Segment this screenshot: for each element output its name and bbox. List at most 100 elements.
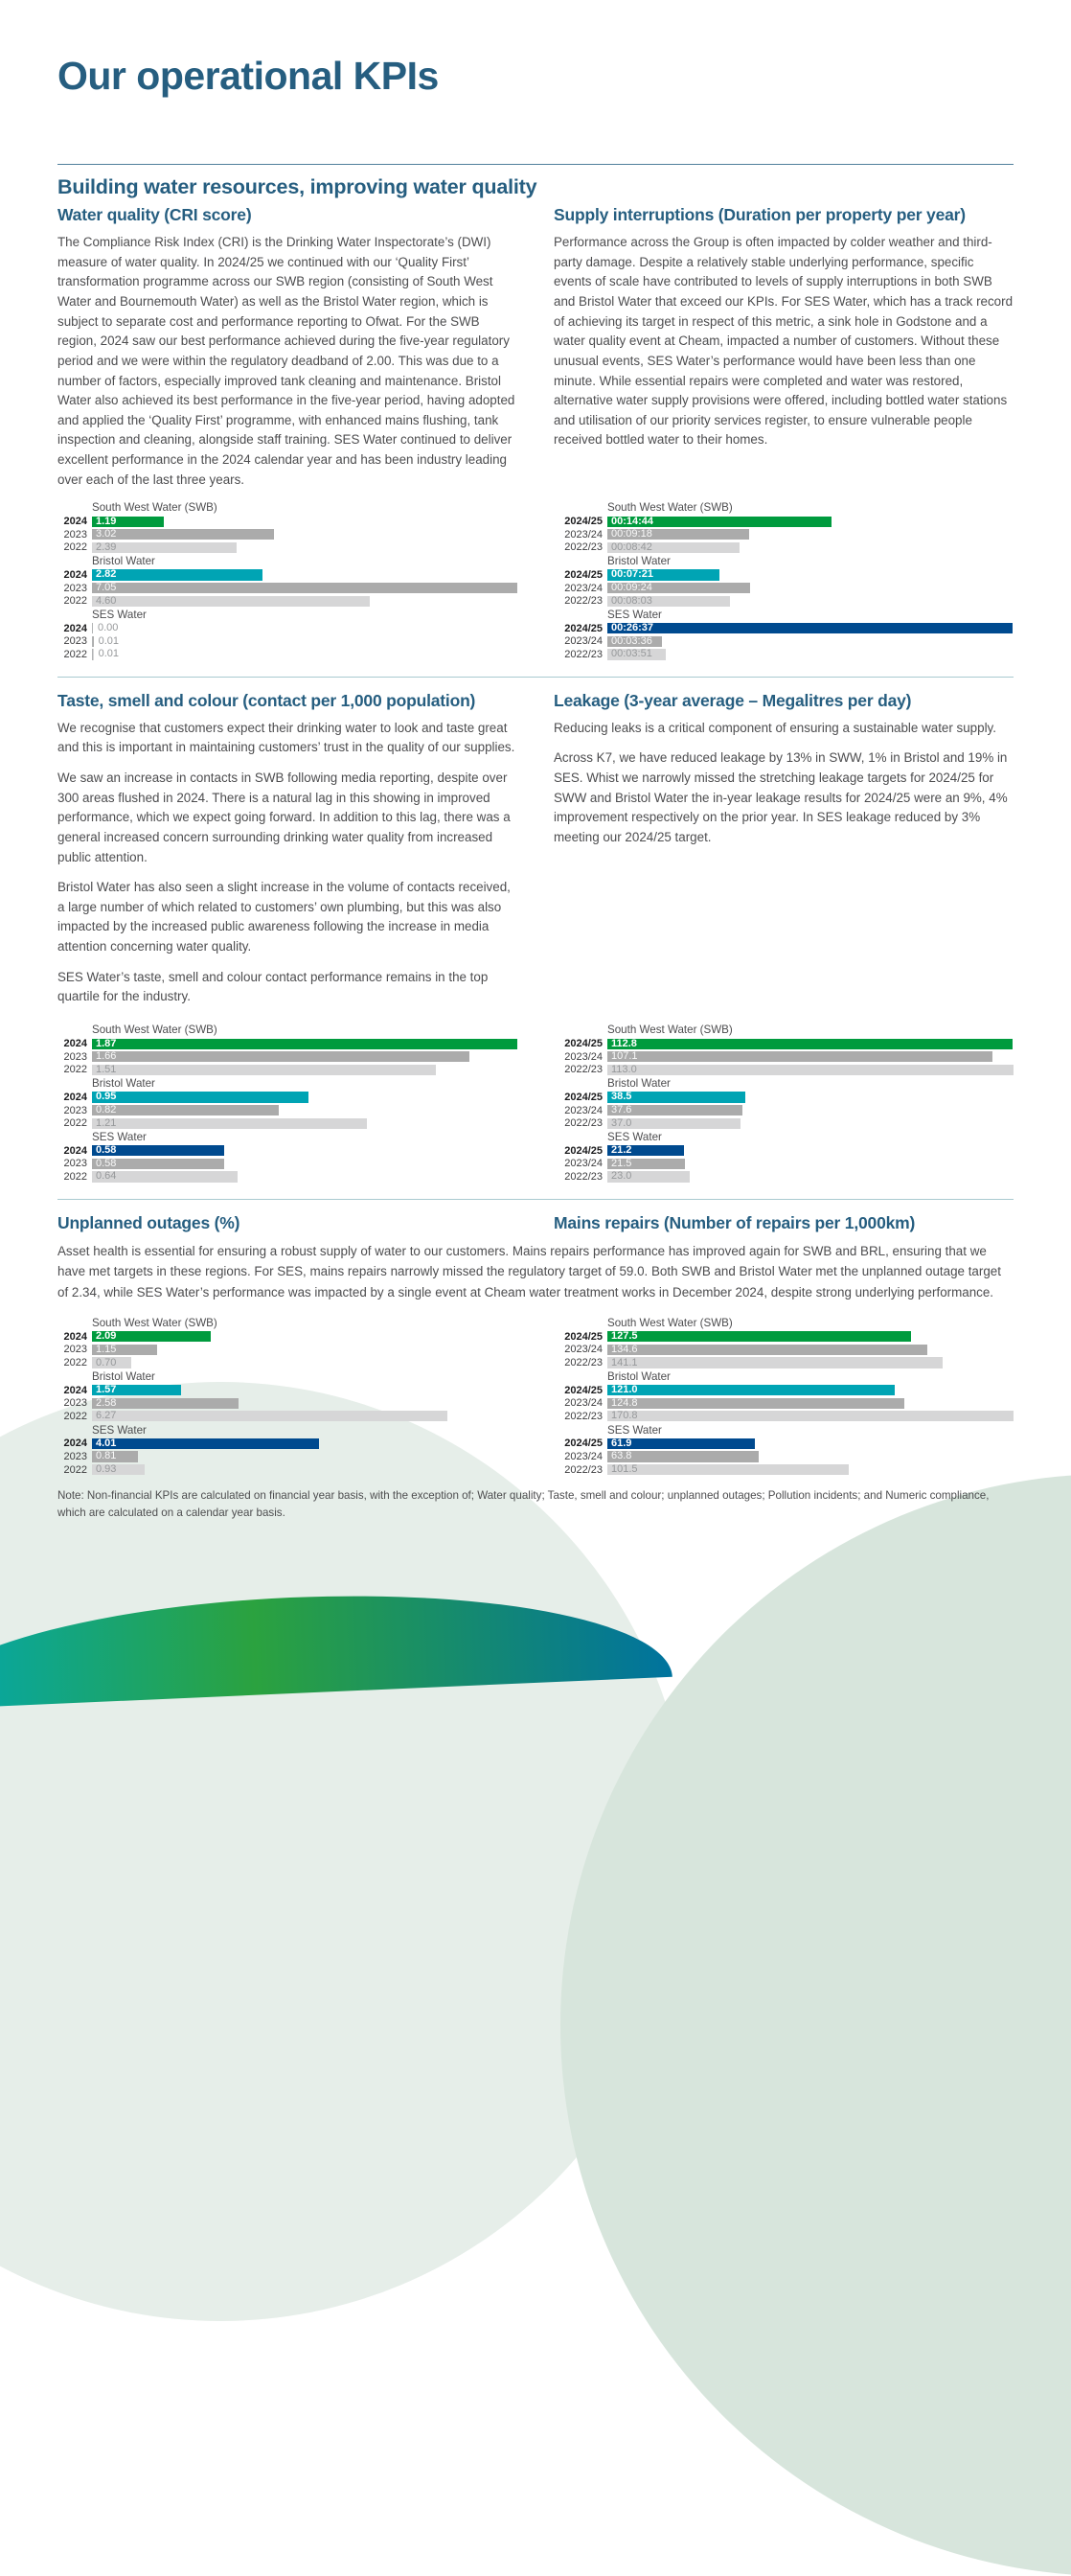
chart-group-label: SES Water — [607, 1423, 662, 1437]
chart-bar-row: 2022/23 113.0 — [554, 1064, 1014, 1077]
chart-year-label: 2023/24 — [564, 1450, 603, 1462]
body-paragraph: Performance across the Group is often im… — [554, 235, 1014, 448]
chart-bar-row: 2023/24 21.5 — [554, 1158, 1014, 1171]
chart-bar-row: 2024/25 00:26:37 — [554, 622, 1014, 635]
chart-bar: 0.95 — [92, 1092, 308, 1103]
chart-value-label: 101.5 — [611, 1463, 638, 1476]
chart-bar-row: 2023/24 00:03:36 — [554, 635, 1014, 649]
chart-bar: 2.82 — [92, 568, 262, 581]
chart-value-label: 21.2 — [611, 1144, 632, 1157]
chart-bar: 21.2 — [607, 1144, 684, 1157]
chart-value-label: 4.01 — [96, 1437, 117, 1449]
chart-value-label: 127.5 — [611, 1330, 638, 1343]
chart-group-label: Bristol Water — [607, 555, 671, 568]
body-paragraph: We recognise that customers expect their… — [57, 720, 515, 755]
chart-bar: 1.57 — [92, 1385, 181, 1396]
chart-bar: 23.0 — [607, 1170, 691, 1183]
chart-bar-row: 2022 2.39 — [57, 541, 517, 555]
chart-year-label: 2022/23 — [564, 1357, 603, 1369]
unplanned-outages-chart: South West Water (SWB) 2024 2.09 2023 1.15 20… — [57, 1316, 517, 1476]
chart-group-label: Bristol Water — [92, 1077, 155, 1091]
chart-group-label: South West Water (SWB) — [607, 501, 733, 515]
chart-year-label: 2023 — [63, 528, 87, 540]
chart-year-label: 2023 — [63, 582, 87, 594]
chart-bar-row: 2023/24 107.1 — [554, 1050, 1014, 1064]
chart-bar: 113.0 — [607, 1063, 1014, 1075]
chart-year-label: 2022/23 — [564, 1064, 603, 1076]
section-taste-smell-colour: Taste, smell and colour (contact per 1,0… — [57, 691, 517, 1184]
chart-value-label: 21.5 — [611, 1157, 632, 1169]
chart-bar-row: 2022 1.51 — [57, 1064, 517, 1077]
chart-value-label: 4.60 — [96, 594, 117, 607]
chart-value-label: 00:08:03 — [611, 594, 652, 607]
chart-bar-row: 2024 2.82 — [57, 568, 517, 582]
chart-bar-row: 2024 4.01 — [57, 1438, 517, 1451]
chart-bar: 141.1 — [607, 1357, 944, 1368]
chart-year-label: 2024 — [63, 1038, 87, 1050]
chart-year-label: 2022 — [63, 595, 87, 608]
chart-year-label: 2023 — [63, 1158, 87, 1170]
chart-year-label: 2024/25 — [564, 1144, 603, 1157]
chart-bar: 0.58 — [92, 1158, 224, 1169]
chart-value-label: 00:03:51 — [611, 648, 652, 660]
chart-year-label: 2024 — [63, 1330, 87, 1343]
leakage-chart: South West Water (SWB) 2024/25 112.8 2023/2… — [554, 1023, 1014, 1183]
chart-bar-row: 2022/23 37.0 — [554, 1116, 1014, 1130]
chart-bar: 2.58 — [92, 1397, 239, 1409]
chart-value-label: 113.0 — [611, 1063, 637, 1075]
chart-bar: 00:26:37 — [607, 623, 1014, 634]
chart-bar-row: 2022/23 101.5 — [554, 1463, 1014, 1477]
chart-year-label: 2023 — [63, 1104, 87, 1116]
chart-value-label: 1.66 — [96, 1050, 117, 1063]
chart-bar: 101.5 — [607, 1463, 849, 1476]
page-title: Our operational KPIs — [57, 54, 439, 98]
decorative-gradient-wave — [0, 1580, 672, 1711]
chart-group-label: South West Water (SWB) — [607, 1024, 733, 1037]
chart-bar: 37.0 — [607, 1116, 741, 1129]
chart-value-label: 61.9 — [611, 1437, 632, 1449]
chart-bar-row: 2023 0.01 — [57, 635, 517, 649]
chart-year-label: 2023 — [63, 1050, 87, 1063]
chart-bar: 1.19 — [92, 516, 164, 527]
chart-bar: 63.8 — [607, 1450, 760, 1462]
chart-value-label: 00:07:21 — [611, 568, 654, 581]
chart-year-label: 2024 — [63, 1091, 87, 1103]
chart-value-label: 1.15 — [96, 1343, 117, 1355]
chart-value-label: 0.93 — [96, 1463, 117, 1476]
chart-year-label: 2024/25 — [564, 1438, 603, 1450]
chart-year-label: 2024 — [63, 1144, 87, 1157]
chart-value-label: 1.21 — [96, 1116, 117, 1129]
chart-value-label: 23.0 — [611, 1170, 632, 1183]
chart-bar-row: 2023/24 00:09:24 — [554, 582, 1014, 595]
chart-year-label: 2022 — [63, 1170, 87, 1183]
chart-bar-row: 2024/25 127.5 — [554, 1330, 1014, 1344]
chart-value-label: 0.01 — [98, 648, 120, 660]
decorative-circle-sage — [560, 1474, 1071, 2576]
subsection-heading: Leakage (3-year average – Megalitres per… — [554, 690, 912, 710]
chart-year-label: 2022/23 — [564, 595, 603, 608]
chart-value-label: 37.6 — [611, 1104, 632, 1116]
section-heading: Building water resources, improving wate… — [57, 175, 537, 199]
chart-year-label: 2022/23 — [564, 1170, 603, 1183]
section-water-quality: Water quality (CRI score) The Compliance… — [57, 205, 517, 661]
chart-bar-row: 2022/23 00:03:51 — [554, 648, 1014, 661]
chart-value-label: 37.0 — [611, 1116, 632, 1129]
chart-bar: 124.8 — [607, 1397, 904, 1409]
chart-bar-row: 2024/25 121.0 — [554, 1384, 1014, 1397]
chart-bar-row: 2024/25 00:14:44 — [554, 515, 1014, 528]
subsection-heading: Taste, smell and colour (contact per 1,0… — [57, 690, 476, 710]
chart-value-label: 63.8 — [611, 1450, 632, 1462]
chart-bar-row: 2024 0.58 — [57, 1144, 517, 1158]
chart-year-label: 2023 — [63, 635, 87, 648]
section-leakage: Leakage (3-year average – Megalitres per… — [554, 691, 1014, 1184]
chart-year-label: 2023/24 — [564, 1050, 603, 1063]
chart-year-label: 2022/23 — [564, 1463, 603, 1476]
chart-year-label: 2022 — [63, 541, 87, 554]
chart-value-label: 2.82 — [96, 568, 117, 581]
chart-bar-row: 2024/25 112.8 — [554, 1037, 1014, 1050]
chart-value-label: 00:09:24 — [611, 582, 652, 594]
chart-bar-row: 2024 0.95 — [57, 1091, 517, 1104]
chart-year-label: 2023 — [63, 1397, 87, 1410]
chart-group-label: Bristol Water — [607, 1077, 671, 1091]
chart-bar: 00:09:24 — [607, 582, 751, 594]
